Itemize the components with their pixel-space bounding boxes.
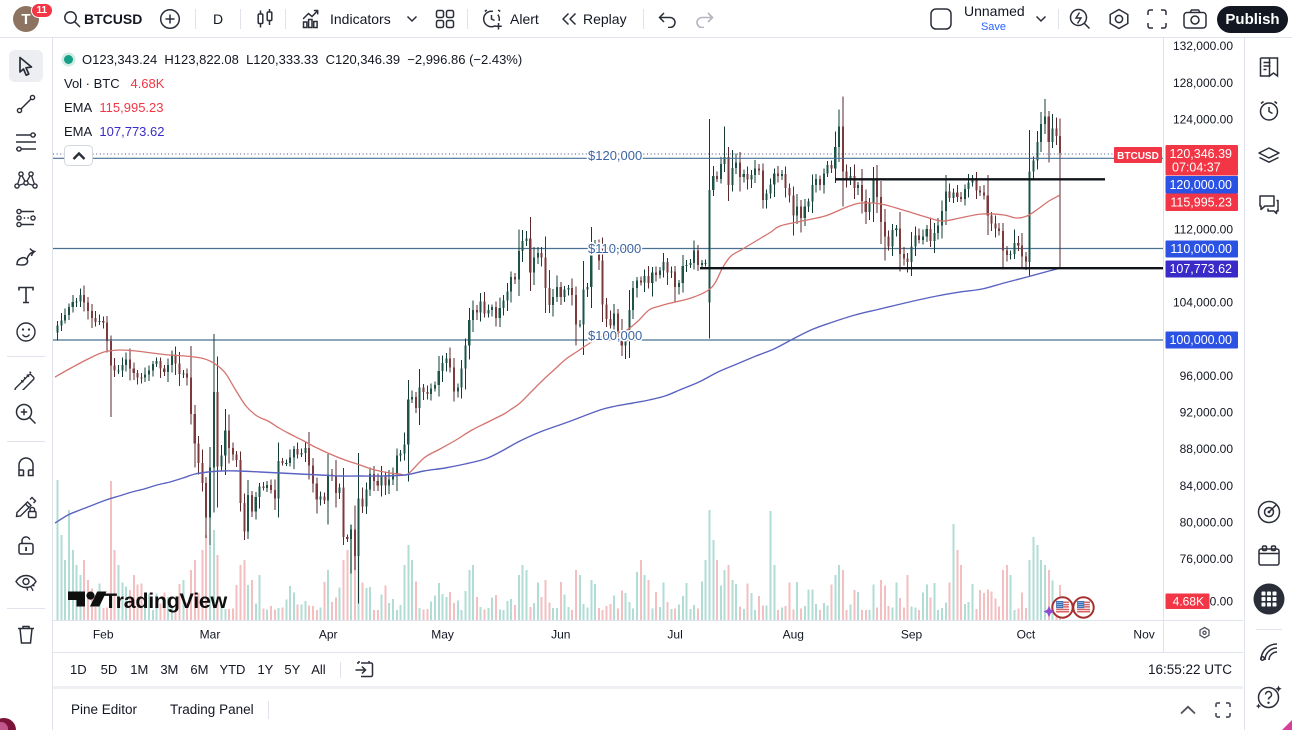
svg-text:128,000.00: 128,000.00 bbox=[1173, 76, 1233, 90]
svg-text:$120,000: $120,000 bbox=[588, 148, 642, 163]
svg-text:88,000.00: 88,000.00 bbox=[1180, 442, 1234, 456]
svg-text:Oct: Oct bbox=[1017, 628, 1036, 642]
svg-text:76,000.00: 76,000.00 bbox=[1180, 552, 1234, 566]
svg-text:92,000.00: 92,000.00 bbox=[1180, 406, 1234, 420]
svg-text:TradingView: TradingView bbox=[104, 589, 228, 613]
svg-text:110,000.00: 110,000.00 bbox=[1170, 242, 1232, 256]
svg-text:120,346.39: 120,346.39 bbox=[1169, 147, 1232, 161]
svg-text:Jun: Jun bbox=[551, 628, 570, 642]
svg-text:112,000.00: 112,000.00 bbox=[1174, 222, 1233, 236]
svg-text:120,000.00: 120,000.00 bbox=[1169, 178, 1232, 192]
svg-text:Feb: Feb bbox=[93, 628, 114, 642]
svg-text:Mar: Mar bbox=[200, 628, 221, 642]
svg-text:80,000.00: 80,000.00 bbox=[1180, 516, 1234, 530]
svg-text:132,000.00: 132,000.00 bbox=[1173, 39, 1233, 53]
svg-text:124,000.00: 124,000.00 bbox=[1173, 113, 1233, 127]
svg-text:96,000.00: 96,000.00 bbox=[1180, 369, 1234, 383]
svg-text:Apr: Apr bbox=[319, 628, 338, 642]
svg-text:Jul: Jul bbox=[667, 628, 682, 642]
svg-text:07:04:37: 07:04:37 bbox=[1172, 161, 1221, 175]
svg-text:$100,000: $100,000 bbox=[588, 328, 642, 343]
svg-text:BTCUSD: BTCUSD bbox=[1117, 151, 1159, 162]
svg-text:104,000.00: 104,000.00 bbox=[1173, 296, 1233, 310]
svg-text:Nov: Nov bbox=[1133, 628, 1154, 642]
svg-text:84,000.00: 84,000.00 bbox=[1180, 479, 1234, 493]
svg-text:100,000.00: 100,000.00 bbox=[1169, 333, 1232, 347]
svg-text:May: May bbox=[431, 628, 454, 642]
svg-text:107,773.62: 107,773.62 bbox=[1169, 262, 1232, 276]
svg-text:Aug: Aug bbox=[783, 628, 804, 642]
svg-text:4.68K: 4.68K bbox=[1173, 594, 1204, 608]
svg-text:Sep: Sep bbox=[901, 628, 923, 642]
svg-text:$110,000: $110,000 bbox=[588, 241, 641, 256]
svg-text:115,995.23: 115,995.23 bbox=[1170, 195, 1232, 209]
